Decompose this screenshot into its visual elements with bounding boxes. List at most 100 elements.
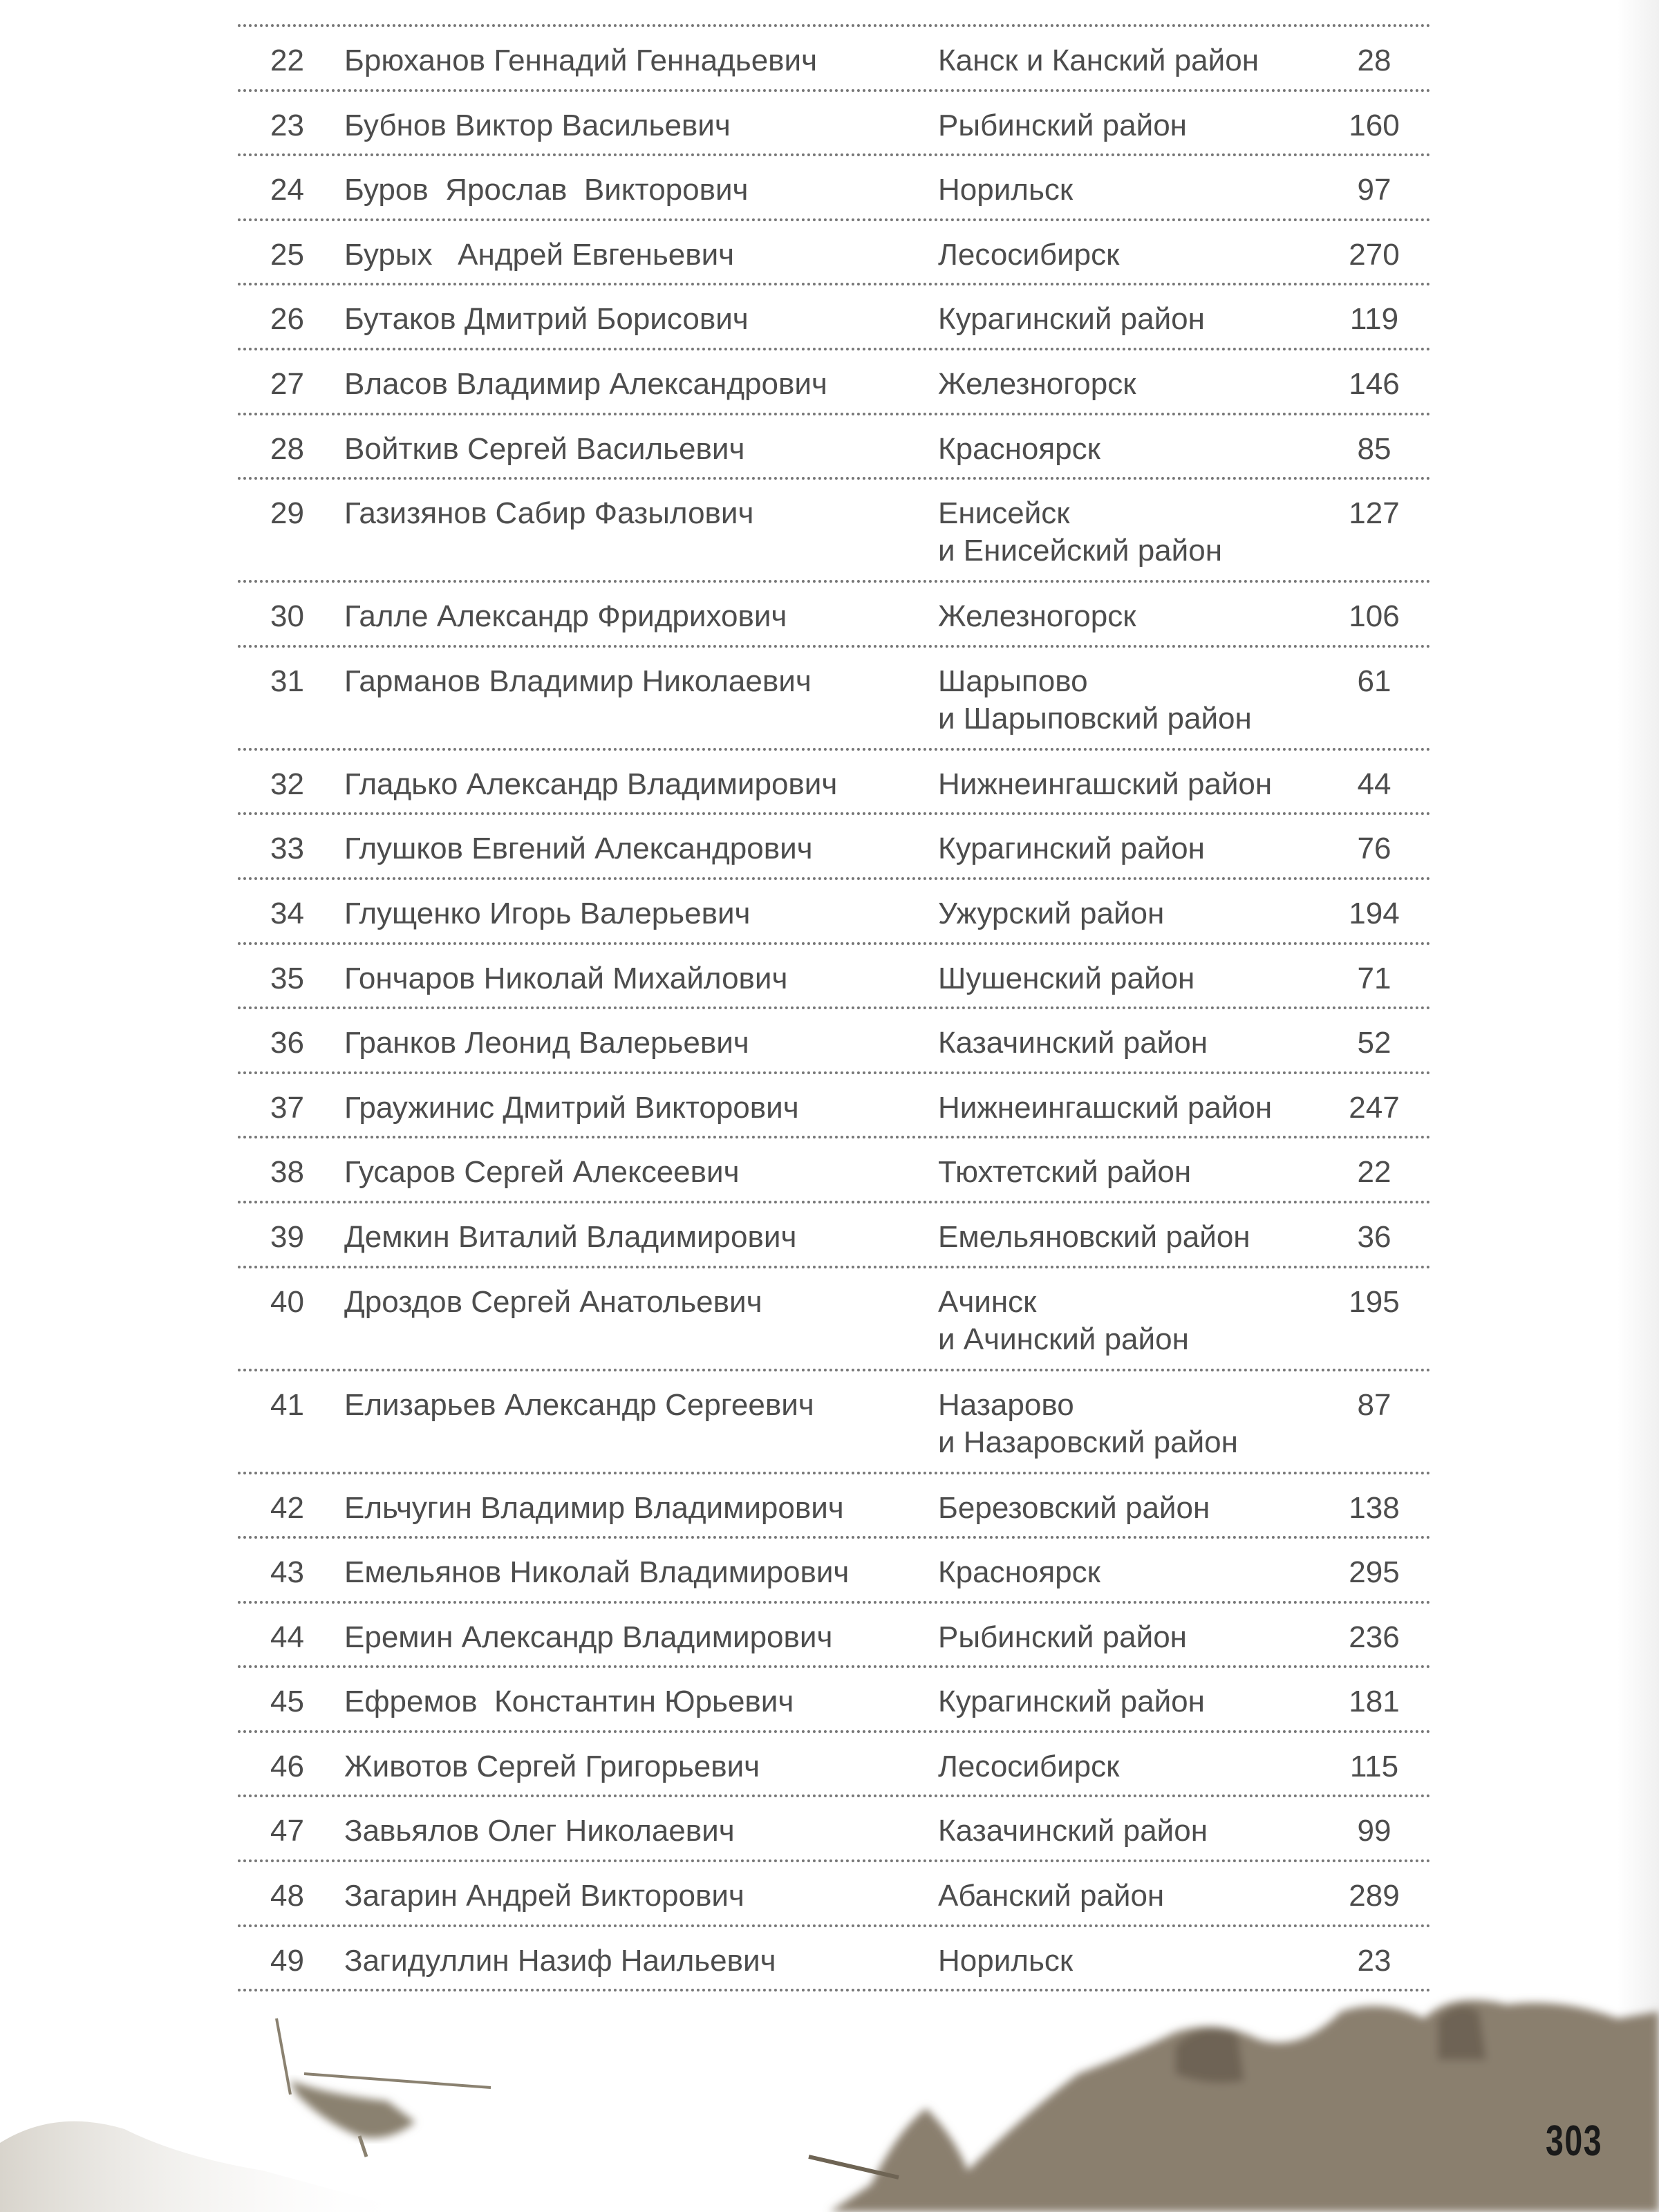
person-name: Глущенко Игорь Валерьевич xyxy=(344,896,751,930)
table-row: 23 Бубнов Виктор Васильевич Рыбинский райо… xyxy=(238,92,1431,157)
location-line: Железногорск xyxy=(938,599,1136,634)
row-number: 48 xyxy=(270,1879,304,1913)
location: Шарыпово и Шарыповский район xyxy=(938,663,1252,738)
location: Курагинский район xyxy=(938,1683,1205,1721)
page-reference: 138 xyxy=(1349,1490,1400,1525)
page-reference: 289 xyxy=(1349,1879,1400,1913)
table-row: 42 Ельчугин Владимир Владимирович Березовс… xyxy=(238,1474,1431,1539)
roster-table: 22 Брюханов Геннадий Геннадьевич Канск и К… xyxy=(238,24,1431,1992)
decorative-photo-helicopter-soldiers xyxy=(0,2000,1659,2212)
page-edge-shadow xyxy=(1618,0,1659,2212)
table-row: 27 Власов Владимир Александрович Железного… xyxy=(238,350,1431,415)
row-number: 43 xyxy=(270,1555,304,1590)
page-reference: 23 xyxy=(1357,1943,1391,1978)
page-reference: 87 xyxy=(1357,1387,1391,1422)
row-number: 26 xyxy=(270,302,304,337)
person-name: Гончаров Николай Михайлович xyxy=(344,961,788,995)
row-number: 45 xyxy=(270,1685,304,1719)
person-name: Граужинис Дмитрий Викторович xyxy=(344,1090,799,1125)
location-line: Казачинский район xyxy=(938,1026,1208,1060)
page-reference: 97 xyxy=(1357,173,1391,207)
person-name: Загарин Андрей Викторович xyxy=(344,1879,744,1913)
row-number: 41 xyxy=(270,1387,304,1422)
location: Назарово и Назаровский район xyxy=(938,1387,1238,1461)
helicopter-icon xyxy=(275,2018,491,2157)
location: Красноярск xyxy=(938,1554,1100,1591)
table-row: 28 Войткив Сергей Васильевич Красноярск 85 xyxy=(238,415,1431,480)
table-row: 44 Еремин Александр Владимирович Рыбинский… xyxy=(238,1604,1431,1669)
location: Абанский район xyxy=(938,1877,1164,1915)
person-name: Ефремов Константин Юрьевич xyxy=(344,1685,794,1719)
location: Березовский район xyxy=(938,1490,1210,1527)
table-row: 32 Гладько Александр Владимирович Нижнеинг… xyxy=(238,751,1431,816)
soldiers-photo xyxy=(830,2000,1659,2212)
page-reference: 61 xyxy=(1357,664,1391,698)
location: Железногорск xyxy=(938,598,1136,635)
page-reference: 160 xyxy=(1349,108,1400,142)
location-line: Красноярск xyxy=(938,431,1100,466)
table-row: 37 Граужинис Дмитрий Викторович Нижнеингаш… xyxy=(238,1074,1431,1139)
location: Канск и Канский район xyxy=(938,42,1259,79)
row-number: 44 xyxy=(270,1620,304,1654)
page-reference: 22 xyxy=(1357,1155,1391,1190)
table-row: 48 Загарин Андрей Викторович Абанский райо… xyxy=(238,1862,1431,1927)
row-number: 46 xyxy=(270,1749,304,1783)
location: Курагинский район xyxy=(938,830,1205,868)
row-number: 34 xyxy=(270,896,304,930)
table-row: 49 Загидуллин Назиф Наильевич Норильск 23 xyxy=(238,1927,1431,1992)
location-line: Абанский район xyxy=(938,1879,1165,1913)
table-row: 30 Галле Александр Фридрихович Железногорс… xyxy=(238,583,1431,648)
location-line: Норильск xyxy=(938,1943,1074,1978)
table-row: 33 Глушков Евгений Александрович Курагинск… xyxy=(238,815,1431,880)
location: Красноярск xyxy=(938,431,1100,468)
row-number: 36 xyxy=(270,1026,304,1060)
row-number: 49 xyxy=(270,1943,304,1978)
table-row: 46 Животов Сергей Григорьевич Лесосибирск 1… xyxy=(238,1733,1431,1798)
person-name: Гусаров Сергей Алексеевич xyxy=(344,1155,740,1190)
location: Ачинск и Ачинский район xyxy=(938,1284,1189,1358)
table-row: 24 Буров Ярослав Викторович Норильск 97 xyxy=(238,156,1431,221)
table-row: 45 Ефремов Константин Юрьевич Курагинский … xyxy=(238,1668,1431,1733)
row-number: 25 xyxy=(270,237,304,272)
location-line: Красноярск xyxy=(938,1555,1100,1590)
page-reference: 115 xyxy=(1349,1749,1399,1783)
location-line: Курагинский район xyxy=(938,302,1205,337)
location: Ужурский район xyxy=(938,895,1164,932)
location-line: Канск и Канский район xyxy=(938,44,1259,77)
table-row: 40 Дроздов Сергей Анатольевич Ачинск и Ачин… xyxy=(238,1268,1431,1371)
row-number: 29 xyxy=(270,496,304,531)
location: Нижнеингашский район xyxy=(938,1089,1272,1127)
location-line: Енисейск xyxy=(938,496,1070,531)
page-reference: 28 xyxy=(1357,44,1391,77)
location: Курагинский район xyxy=(938,301,1205,338)
page-reference: 76 xyxy=(1357,832,1391,866)
location-line: и Шарыповский район xyxy=(938,701,1252,735)
row-number: 23 xyxy=(270,108,304,142)
page-reference: 270 xyxy=(1349,237,1400,272)
location: Рыбинский район xyxy=(938,1619,1187,1656)
location-line: Железногорск xyxy=(938,366,1136,401)
person-name: Гранков Леонид Валерьевич xyxy=(344,1026,749,1060)
page-reference: 236 xyxy=(1349,1620,1400,1654)
page-reference: 36 xyxy=(1357,1219,1391,1254)
location-line: и Ачинский район xyxy=(938,1322,1189,1356)
table-row: 34 Глущенко Игорь Валерьевич Ужурский райо… xyxy=(238,880,1431,945)
page-reference: 194 xyxy=(1349,896,1400,930)
row-number: 30 xyxy=(270,599,304,634)
row-number: 35 xyxy=(270,961,304,995)
location-line: Рыбинский район xyxy=(938,1620,1187,1654)
row-number: 37 xyxy=(270,1090,304,1125)
row-number: 39 xyxy=(270,1219,304,1254)
table-row: 31 Гарманов Владимир Николаевич Шарыпово и … xyxy=(238,648,1431,751)
person-name: Гладько Александр Владимирович xyxy=(344,767,838,801)
rifle-icon xyxy=(808,2155,899,2180)
person-name: Ельчугин Владимир Владимирович xyxy=(344,1490,844,1525)
hill-left xyxy=(0,2121,415,2212)
table-row: 35 Гончаров Николай Михайлович Шушенский р… xyxy=(238,945,1431,1010)
location: Нижнеингашский район xyxy=(938,766,1272,803)
person-name: Животов Сергей Григорьевич xyxy=(344,1749,760,1783)
location: Рыбинский район xyxy=(938,107,1187,144)
location: Норильск xyxy=(938,171,1073,209)
location-line: Рыбинский район xyxy=(938,108,1187,142)
person-name: Гарманов Владимир Николаевич xyxy=(344,664,812,698)
